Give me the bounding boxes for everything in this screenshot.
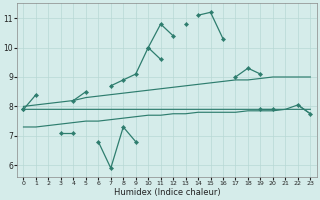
X-axis label: Humidex (Indice chaleur): Humidex (Indice chaleur) bbox=[114, 188, 220, 197]
